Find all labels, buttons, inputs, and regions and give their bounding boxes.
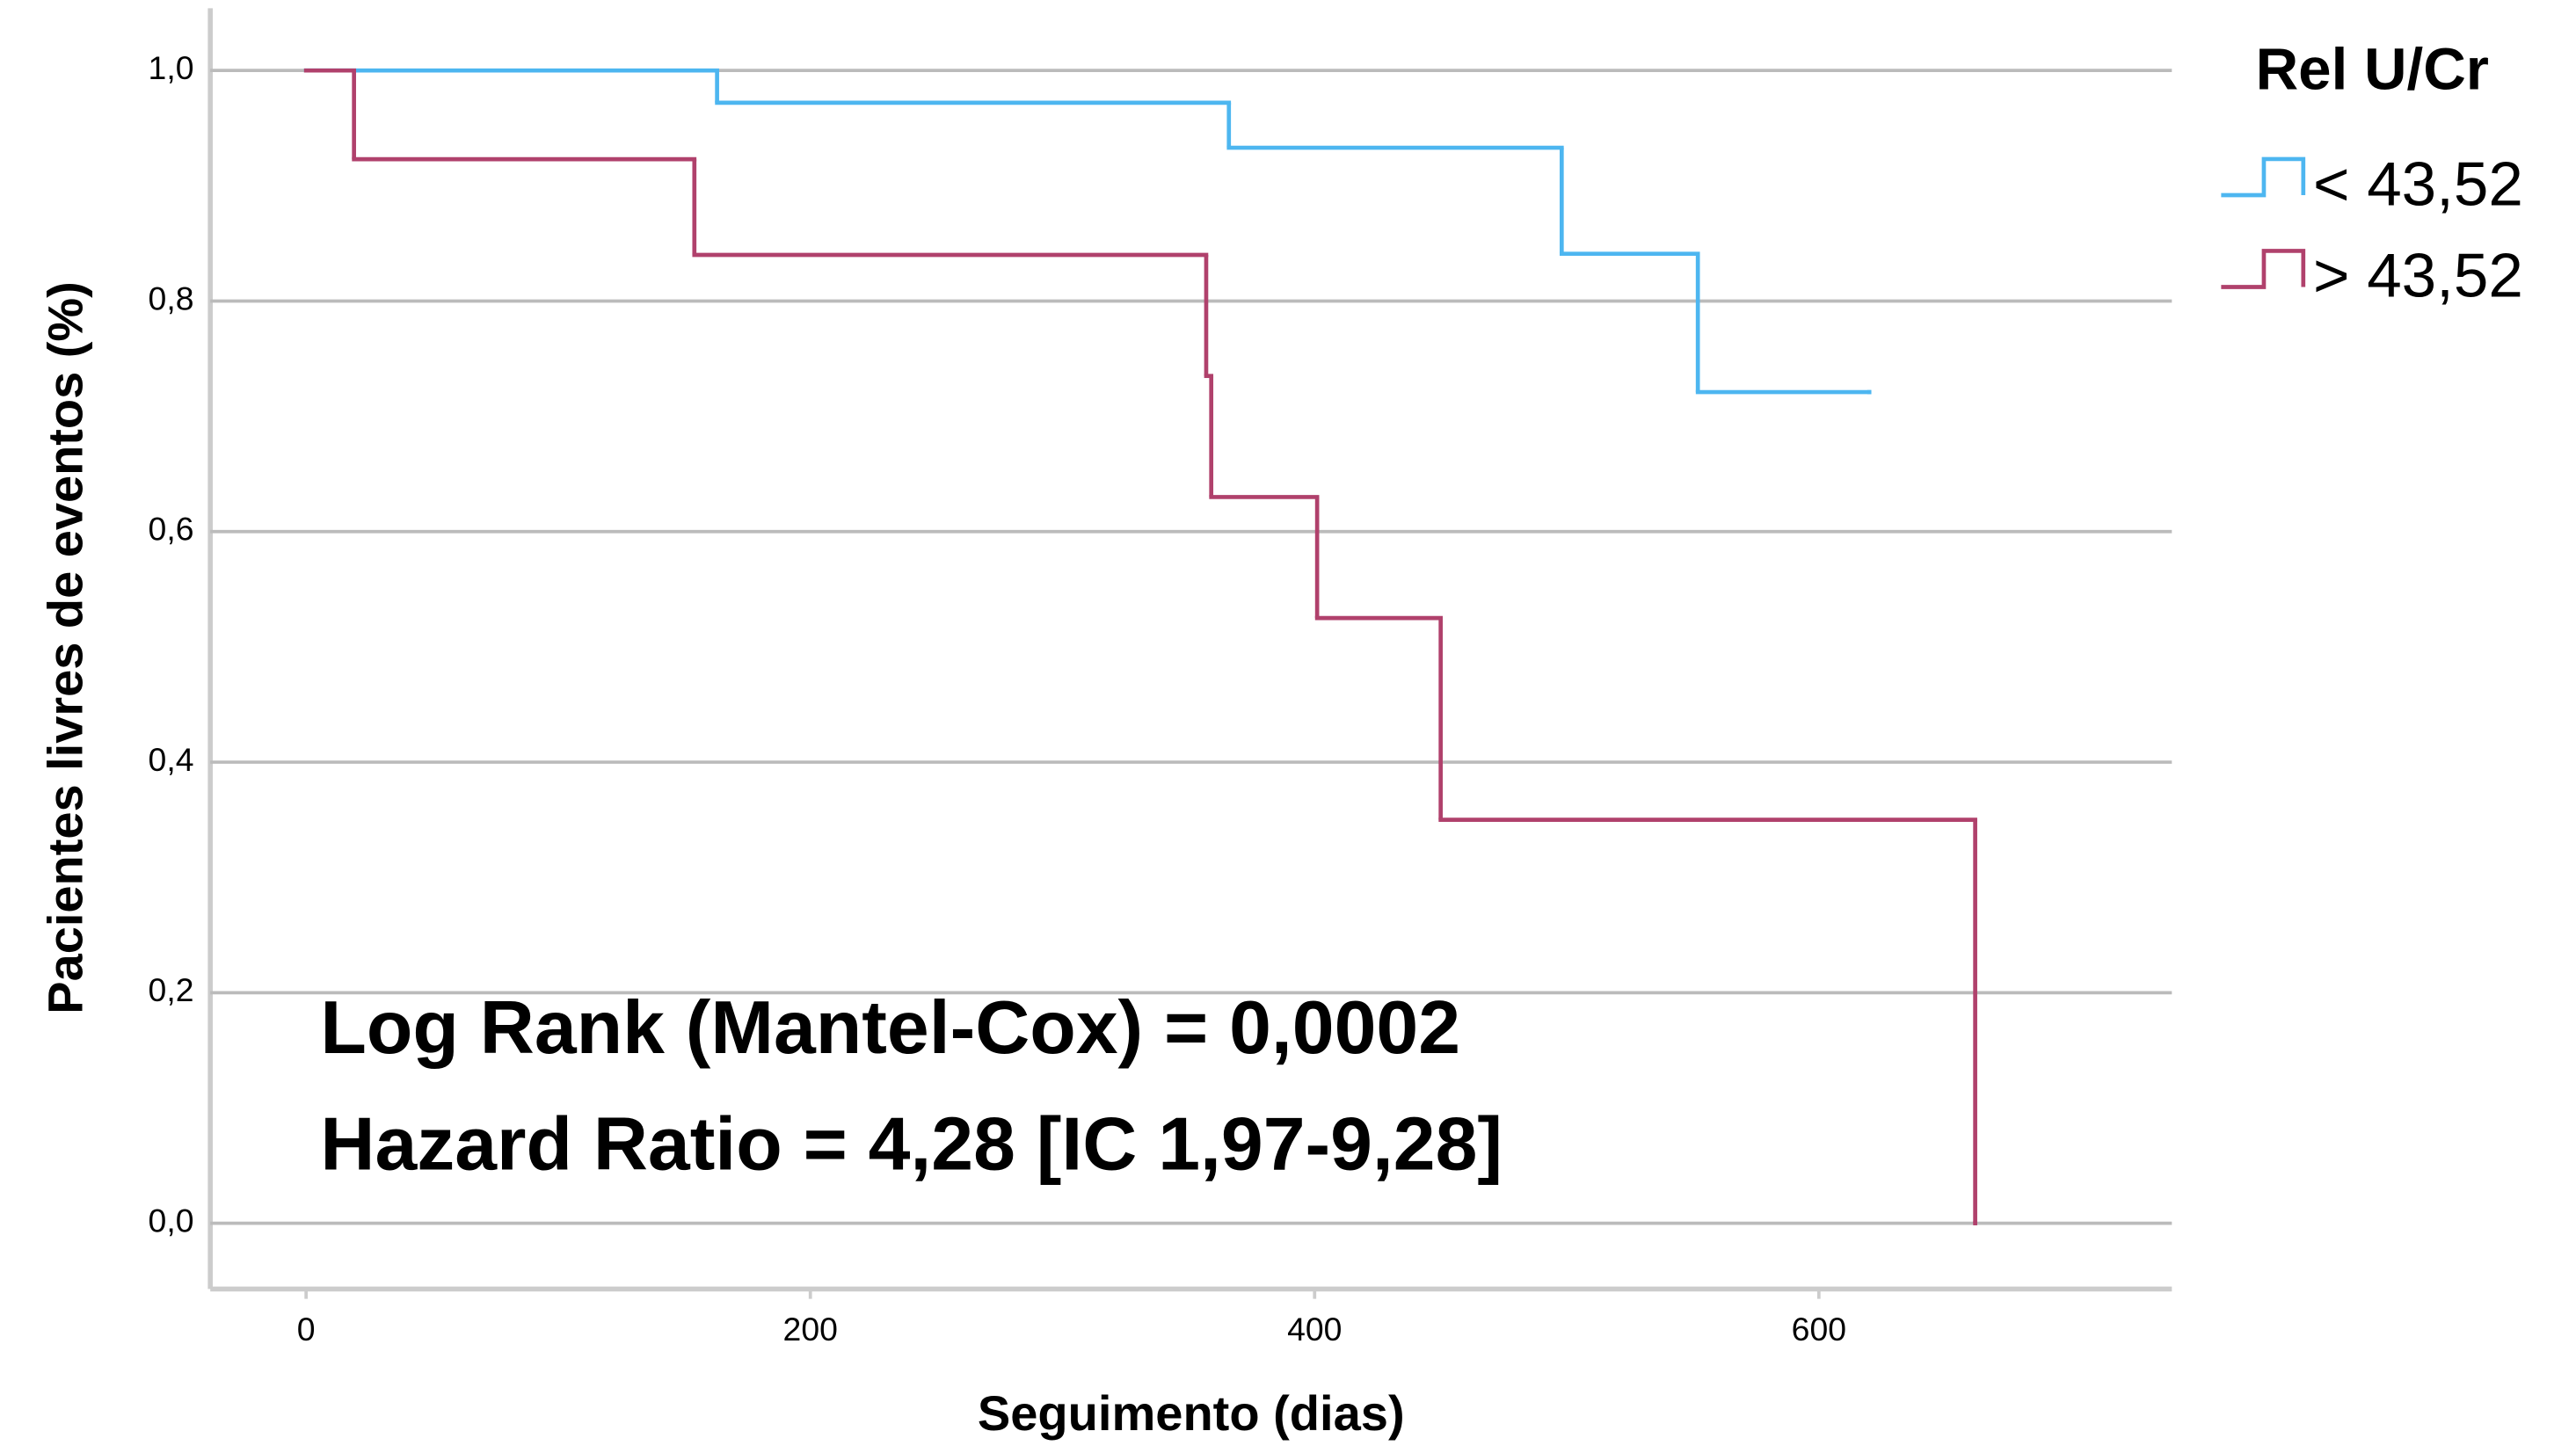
annotation: Log Rank (Mantel-Cox) = 0,0002 (320, 985, 1460, 1070)
legend-swatch (2221, 249, 2306, 289)
x-axis-label: Seguimento (dias) (978, 1385, 1405, 1441)
y-tick-label: 0,2 (149, 971, 194, 1008)
y-axis-label: Pacientes livres de eventos (%) (37, 281, 92, 1014)
annotation: Hazard Ratio = 4,28 [IC 1,97-9,28] (320, 1102, 1503, 1187)
x-tick-label: 400 (1287, 1311, 1342, 1348)
legend-label: > 43,52 (2313, 242, 2523, 311)
x-tick-label: 200 (783, 1311, 838, 1348)
x-tick-label: 600 (1792, 1311, 1846, 1348)
legend-label: < 43,52 (2313, 149, 2523, 219)
legend-title: Rel U/Cr (2256, 37, 2489, 103)
y-tick-label: 0,8 (149, 280, 194, 316)
y-tick-label: 0,6 (149, 511, 194, 548)
y-tick-label: 0,0 (149, 1202, 194, 1239)
x-tick-label: 0 (297, 1311, 316, 1348)
y-tick-label: 1,0 (149, 49, 194, 86)
y-tick-label: 0,4 (149, 741, 194, 778)
legend-swatch (2221, 156, 2306, 198)
